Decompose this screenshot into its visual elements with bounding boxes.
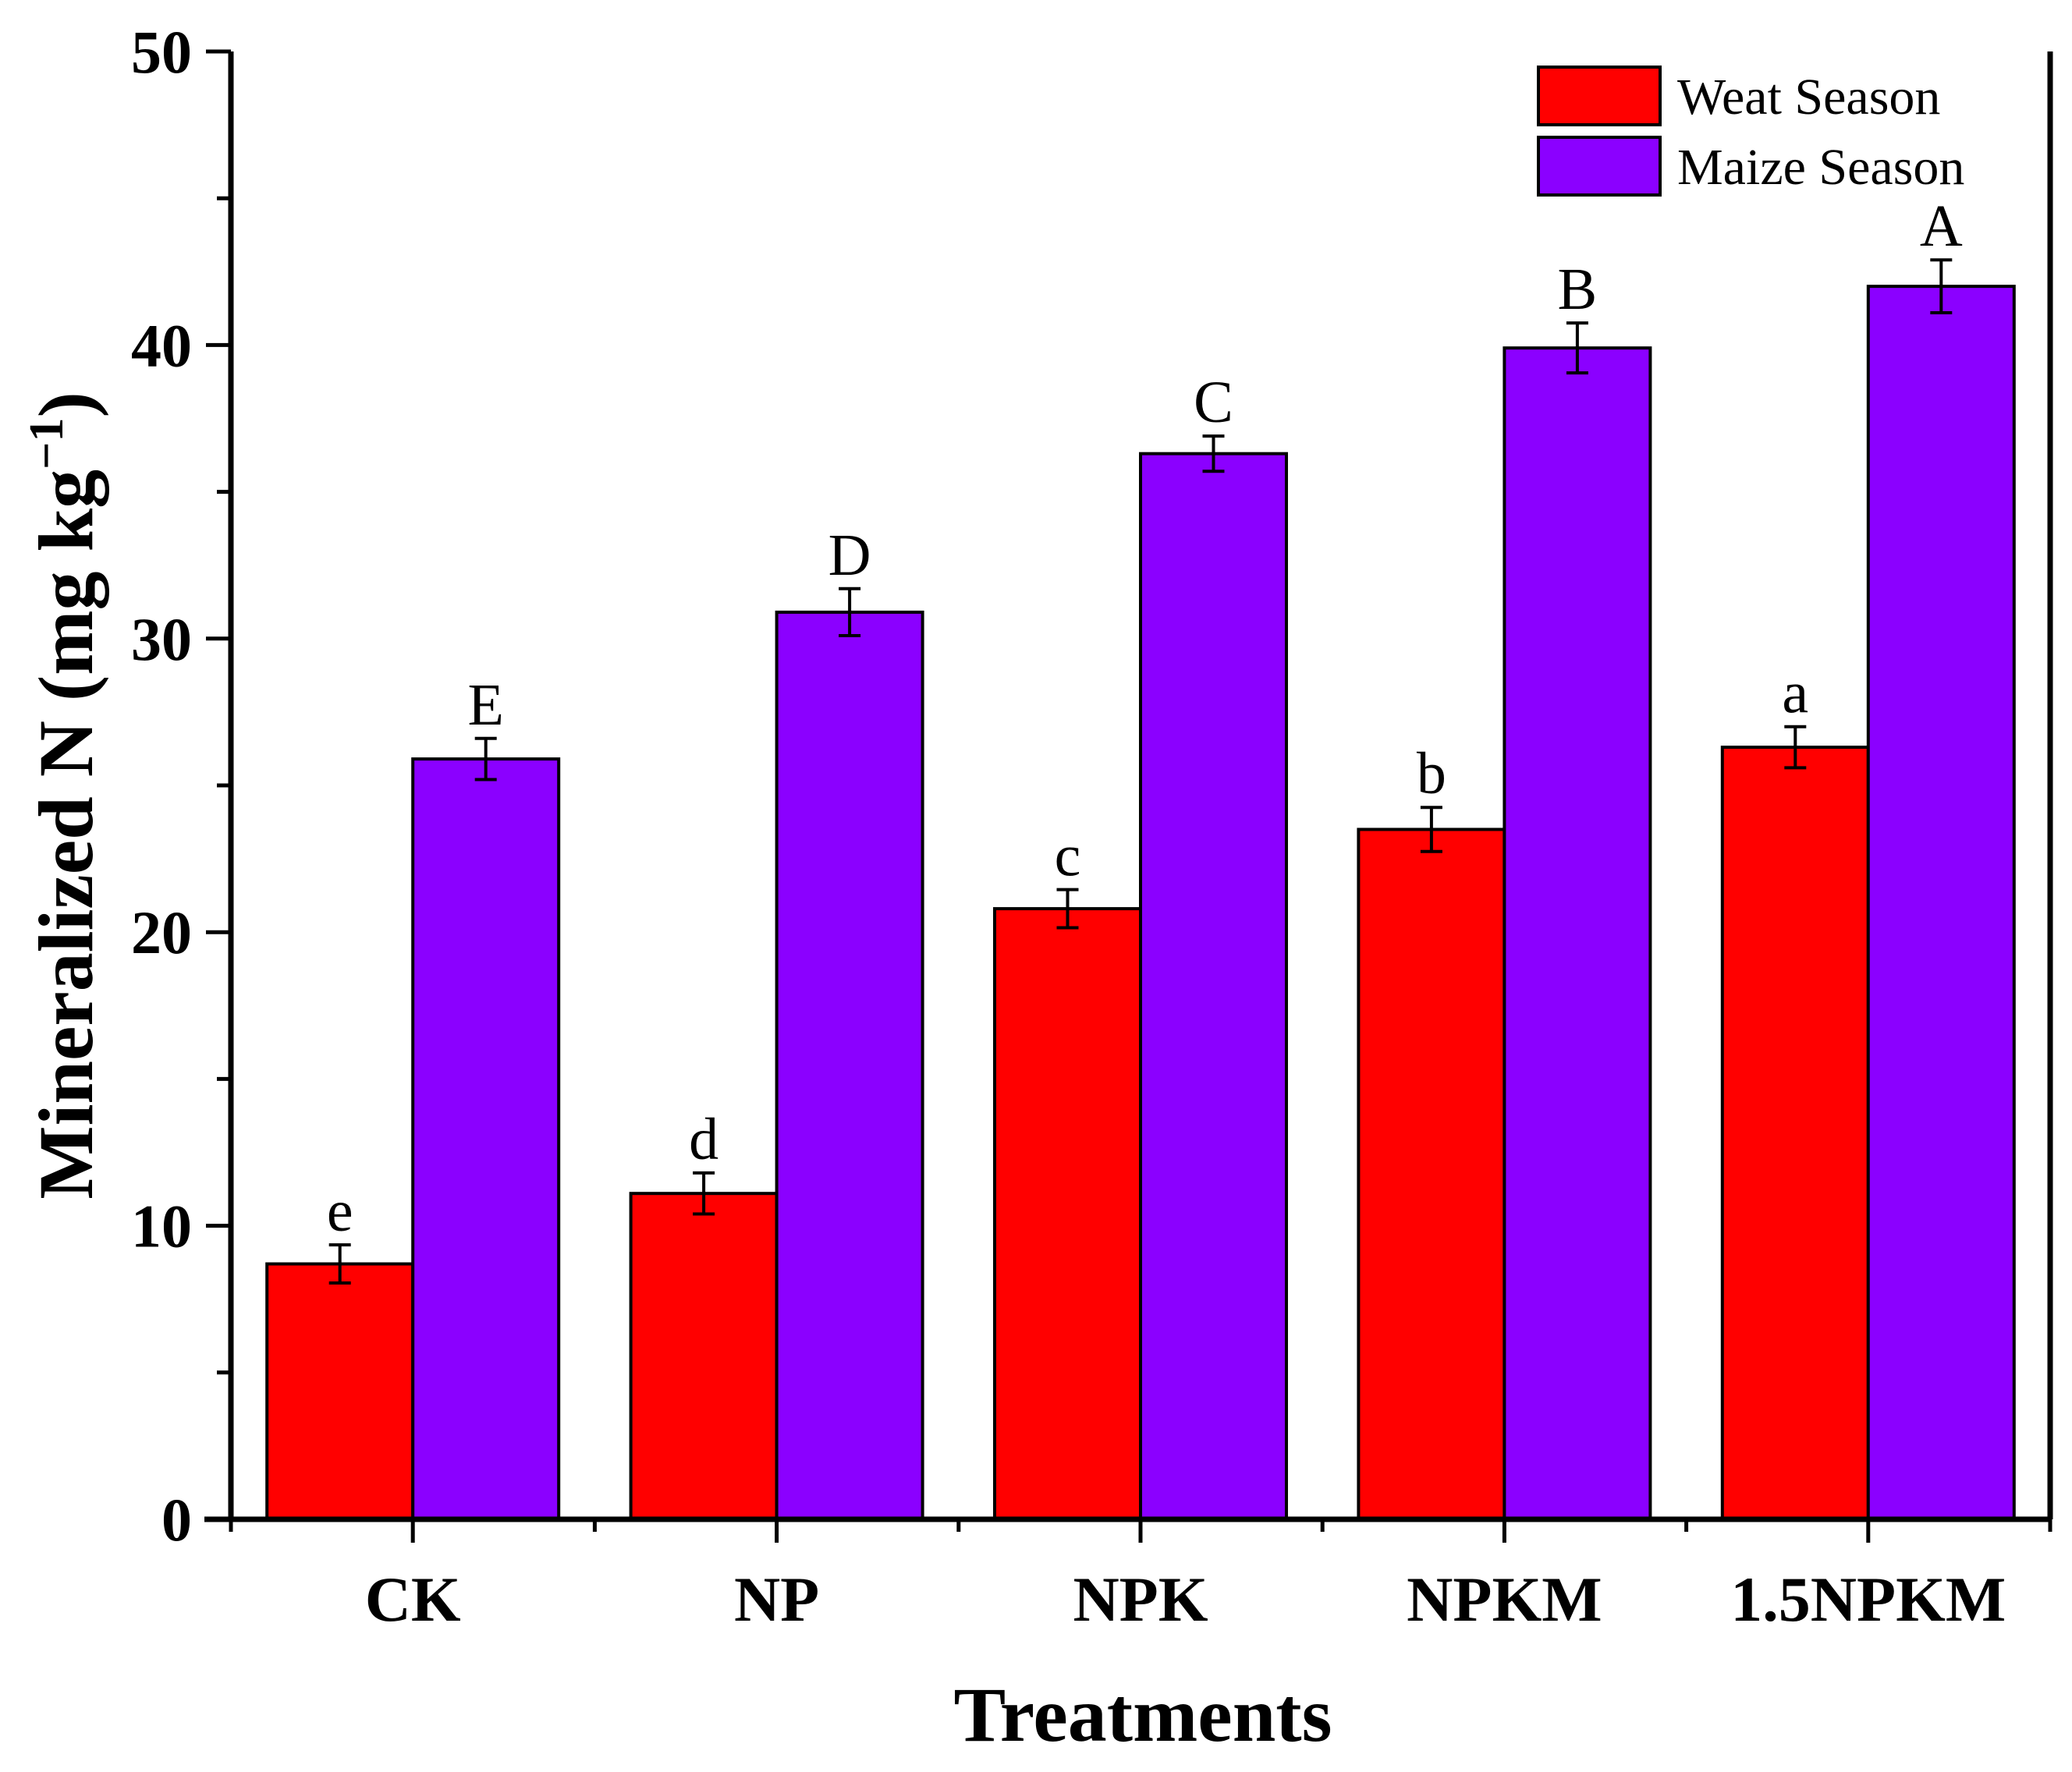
legend-label-wheat: Weat Season <box>1677 69 1940 126</box>
significance-label-maize-NPKM: B <box>1558 257 1598 322</box>
significance-label-wheat-1.5NPKM: a <box>1782 661 1808 726</box>
error-bar-wheat-1.5NPKM <box>1784 725 1807 770</box>
x-tick-label-NPKM: NPKM <box>1407 1564 1602 1635</box>
bars-layer: e d c b a E D C B A <box>265 193 2016 1522</box>
bar-maize-NP <box>775 610 924 1522</box>
bar-wheat-NP <box>629 1192 779 1522</box>
legend-label-maize: Maize Season <box>1677 139 1964 196</box>
error-bar-maize-1.5NPKM <box>1930 258 1953 314</box>
y-axis-title-superscript: −1 <box>20 418 73 470</box>
significance-label-wheat-CK: e <box>327 1178 353 1244</box>
y-tick-label-20: 20 <box>131 898 192 966</box>
error-bar-maize-NP <box>839 587 861 638</box>
error-bar-maize-NPK <box>1202 434 1225 473</box>
significance-label-maize-CK: E <box>467 672 503 738</box>
legend: Weat Season Maize Season <box>1537 66 1964 197</box>
legend-swatch-wheat <box>1537 66 1662 126</box>
significance-label-wheat-NP: d <box>689 1107 718 1172</box>
x-tick-label-NP: NP <box>734 1564 819 1635</box>
bar-maize-NPKM <box>1503 346 1652 1522</box>
x-tick-label-1.5NPKM: 1.5NPKM <box>1730 1564 2006 1635</box>
bar-wheat-NPKM <box>1357 828 1506 1521</box>
bar-maize-1.5NPKM <box>1866 285 2016 1521</box>
bar-maize-NPK <box>1139 452 1288 1522</box>
error-bar-maize-NPKM <box>1566 321 1588 375</box>
legend-swatch-maize <box>1537 136 1662 197</box>
significance-label-wheat-NPK: c <box>1055 824 1081 889</box>
y-axis-title-close: ) <box>23 392 109 417</box>
x-ticks: CK NP NPK NPKM 1.5NPKM <box>229 1519 2052 1635</box>
y-ticks: 0 10 20 30 40 50 <box>131 18 231 1554</box>
y-tick-label-40: 40 <box>131 311 192 379</box>
error-bar-wheat-NPK <box>1056 888 1079 930</box>
error-bar-wheat-CK <box>328 1243 351 1285</box>
y-tick-label-10: 10 <box>131 1193 192 1260</box>
significance-label-wheat-NPKM: b <box>1417 741 1446 806</box>
bar-wheat-NPK <box>993 907 1142 1521</box>
y-axis-title: Mineralized N (mg kg−1) <box>20 392 109 1200</box>
significance-label-maize-NP: D <box>828 523 871 588</box>
significance-label-maize-NPK: C <box>1194 370 1233 435</box>
y-tick-label-0: 0 <box>161 1486 192 1554</box>
error-bar-wheat-NPKM <box>1420 806 1442 853</box>
x-tick-label-NPK: NPK <box>1073 1564 1208 1635</box>
error-bar-wheat-NP <box>693 1171 715 1216</box>
x-tick-label-CK: CK <box>365 1564 461 1635</box>
error-bar-maize-CK <box>474 736 497 781</box>
y-tick-label-30: 30 <box>131 605 192 673</box>
y-axis-title-main: Mineralized N (mg kg <box>23 470 109 1200</box>
x-axis-title: Treatments <box>953 1671 1332 1758</box>
significance-label-maize-1.5NPKM: A <box>1920 193 1963 259</box>
bar-wheat-1.5NPKM <box>1720 746 1870 1521</box>
bar-maize-CK <box>411 757 561 1521</box>
bar-wheat-CK <box>265 1262 415 1521</box>
y-tick-label-50: 50 <box>131 18 192 86</box>
